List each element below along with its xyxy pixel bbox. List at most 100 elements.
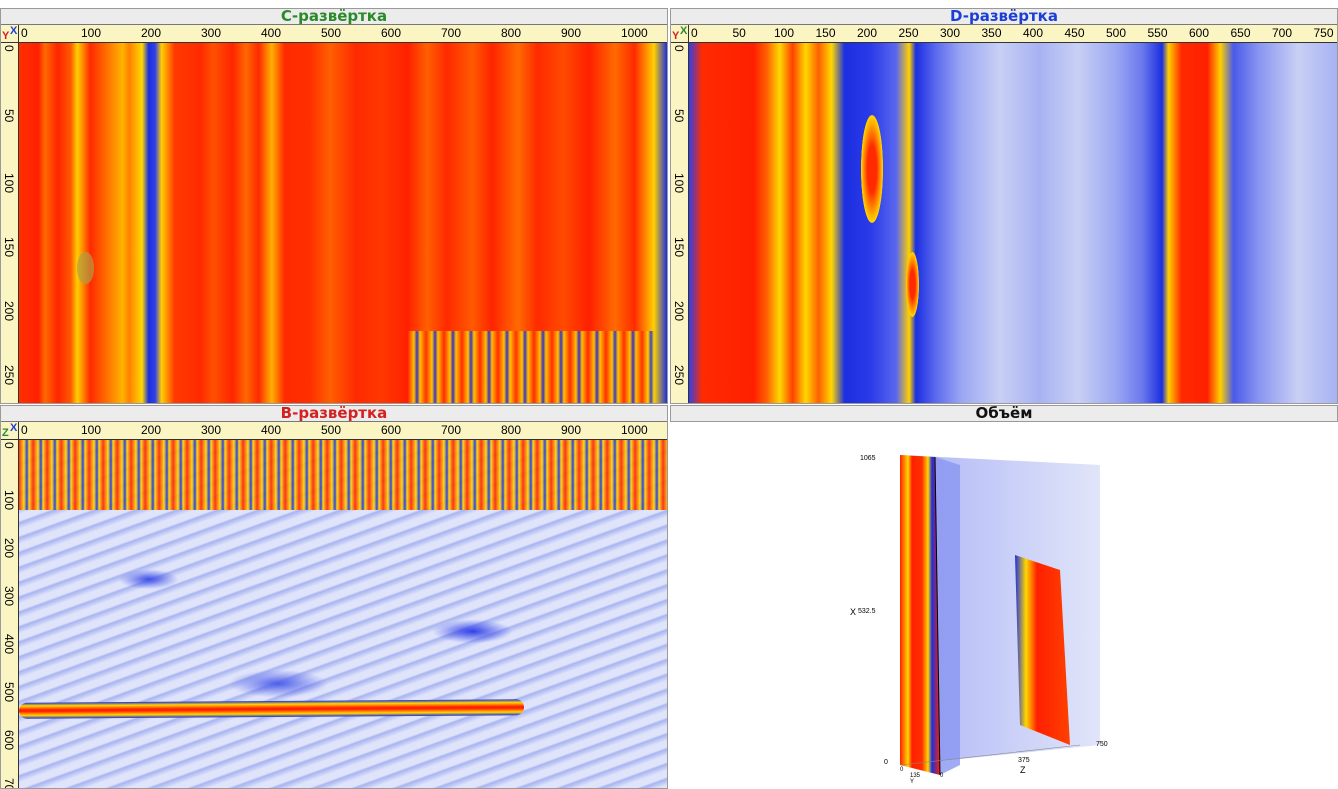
x-tick-label: 350	[981, 26, 1002, 40]
volume-edge	[934, 456, 941, 776]
x-tick-label: 300	[940, 26, 961, 40]
d-scan-panel: D-развёртка X Y 0 50 100 150 200 250 300 350 400…	[670, 8, 1338, 404]
y-tick-label: 0	[672, 45, 686, 52]
y-tick-label: 100	[2, 490, 16, 511]
y-tick-label: 100	[2, 173, 16, 194]
x-tick-label: 200	[857, 26, 878, 40]
x-tick-label: 100	[81, 423, 102, 437]
x-tick-label: 400	[1023, 26, 1044, 40]
x-tick-label: 500	[321, 423, 342, 437]
x-tick-label: 0	[21, 423, 28, 437]
x-tick-label: 200	[141, 26, 162, 40]
volume-y-min-tick: 0	[900, 767, 904, 773]
y-tick-label: 700	[2, 778, 16, 789]
c-scan-lower-pattern	[407, 331, 655, 403]
x-tick-label: 900	[561, 26, 582, 40]
x-tick-label: 500	[321, 26, 342, 40]
y-tick-label: 150	[2, 237, 16, 258]
y-tick-label: 400	[2, 634, 16, 655]
x-tick-label: 50	[732, 26, 746, 40]
x-tick-label: 150	[815, 26, 836, 40]
d-scan-image[interactable]	[689, 43, 1337, 403]
xy-axes-icon[interactable]: X Y	[671, 25, 689, 43]
x-ruler: 0 100 200 300 400 500 600 700 800 900 1000	[19, 422, 667, 440]
b-scan-surface-echoes	[19, 440, 667, 510]
y-tick-label: 200	[2, 301, 16, 322]
volume-z-mid-tick: 375	[1018, 757, 1030, 764]
x-tick-label: 800	[501, 26, 522, 40]
x-tick-label: 0	[691, 26, 698, 40]
volume-y-max-tick: 135	[910, 773, 921, 779]
x-tick-label: 750	[1313, 26, 1334, 40]
x-tick-label: 700	[1272, 26, 1293, 40]
volume-z-min-tick: 0	[940, 773, 944, 779]
y-tick-label: 500	[2, 682, 16, 703]
panel-title: В-развёртка	[1, 406, 667, 422]
x-tick-label: 450	[1064, 26, 1085, 40]
x-ruler: 0 100 200 300 400 500 600 700 800 900 1000	[19, 25, 667, 43]
b-scan-panel: В-развёртка X Z 0 100 200 300 400 500 600 700 80…	[0, 405, 668, 789]
x-tick-label: 800	[501, 423, 522, 437]
x-tick-label: 300	[201, 423, 222, 437]
x-tick-label: 600	[381, 423, 402, 437]
y-tick-label: 200	[672, 301, 686, 322]
x-tick-label: 500	[1106, 26, 1127, 40]
y-tick-label: 50	[2, 109, 16, 123]
x-tick-label: 550	[1147, 26, 1168, 40]
x-tick-label: 400	[261, 423, 282, 437]
y-ruler: 0 50 100 150 200 250	[1, 43, 19, 403]
d-scan-blob	[906, 251, 920, 317]
y-ruler: 0 100 200 300 400 500 600 700	[1, 440, 19, 788]
x-tick-label: 200	[141, 423, 162, 437]
volume-x-mid-tick: 532.5	[858, 608, 876, 615]
b-scan-image[interactable]	[19, 440, 667, 788]
y-tick-label: 300	[2, 586, 16, 607]
x-ruler: 0 50 100 150 200 250 300 350 400 450 500 550 600 650 7…	[689, 25, 1337, 43]
volume-z-max-tick: 750	[1096, 741, 1108, 748]
b-scan-backwall-echo	[19, 699, 525, 719]
y-tick-label: 0	[2, 45, 16, 52]
x-tick-label: 100	[774, 26, 795, 40]
volume-panel: Объём 1065 X 532.5 0 0 135 Y 0 375	[670, 405, 1338, 789]
volume-3d-view[interactable]: 1065 X 532.5 0 0 135 Y 0 375 Z 750	[850, 445, 1130, 785]
x-tick-label: 900	[561, 423, 582, 437]
y-tick-label: 200	[2, 538, 16, 559]
volume-edge	[899, 744, 1081, 766]
y-ruler: 0 50 100 150 200 250	[671, 43, 689, 403]
x-tick-label: 1000	[621, 423, 648, 437]
x-tick-label: 700	[441, 26, 462, 40]
x-tick-label: 0	[21, 26, 28, 40]
y-tick-label: 250	[672, 365, 686, 386]
x-tick-label: 400	[261, 26, 282, 40]
c-scan-image[interactable]	[19, 43, 667, 403]
y-tick-label: 250	[2, 365, 16, 386]
xy-axes-icon[interactable]: X Y	[1, 25, 19, 43]
c-scan-panel: С-развёртка X Y 0 100 200 300 400 500 600 700 80…	[0, 8, 668, 404]
c-scan-spot	[77, 251, 94, 285]
x-tick-label: 1000	[621, 26, 648, 40]
panel-title: D-развёртка	[671, 9, 1337, 25]
y-tick-label: 150	[672, 237, 686, 258]
y-tick-label: 600	[2, 730, 16, 751]
x-tick-label: 250	[898, 26, 919, 40]
panel-title: Объём	[670, 405, 1338, 422]
volume-z-label: Z	[1020, 765, 1026, 775]
x-tick-label: 600	[1189, 26, 1210, 40]
volume-x-min-tick: 0	[884, 759, 888, 766]
volume-b-slice	[900, 455, 940, 775]
volume-x-label: X	[850, 607, 857, 617]
x-tick-label: 300	[201, 26, 222, 40]
volume-x-max-tick: 1065	[860, 455, 876, 462]
d-scan-blob	[860, 115, 884, 223]
x-tick-label: 650	[1230, 26, 1251, 40]
xy-axes-icon[interactable]: X Z	[1, 422, 19, 440]
x-tick-label: 700	[441, 423, 462, 437]
y-tick-label: 50	[672, 109, 686, 123]
volume-side-slice	[935, 457, 960, 775]
volume-c-slice	[1015, 555, 1070, 745]
y-tick-label: 0	[2, 442, 16, 449]
x-tick-label: 600	[381, 26, 402, 40]
x-tick-label: 100	[81, 26, 102, 40]
volume-y-label: Y	[910, 779, 915, 785]
y-tick-label: 100	[672, 173, 686, 194]
